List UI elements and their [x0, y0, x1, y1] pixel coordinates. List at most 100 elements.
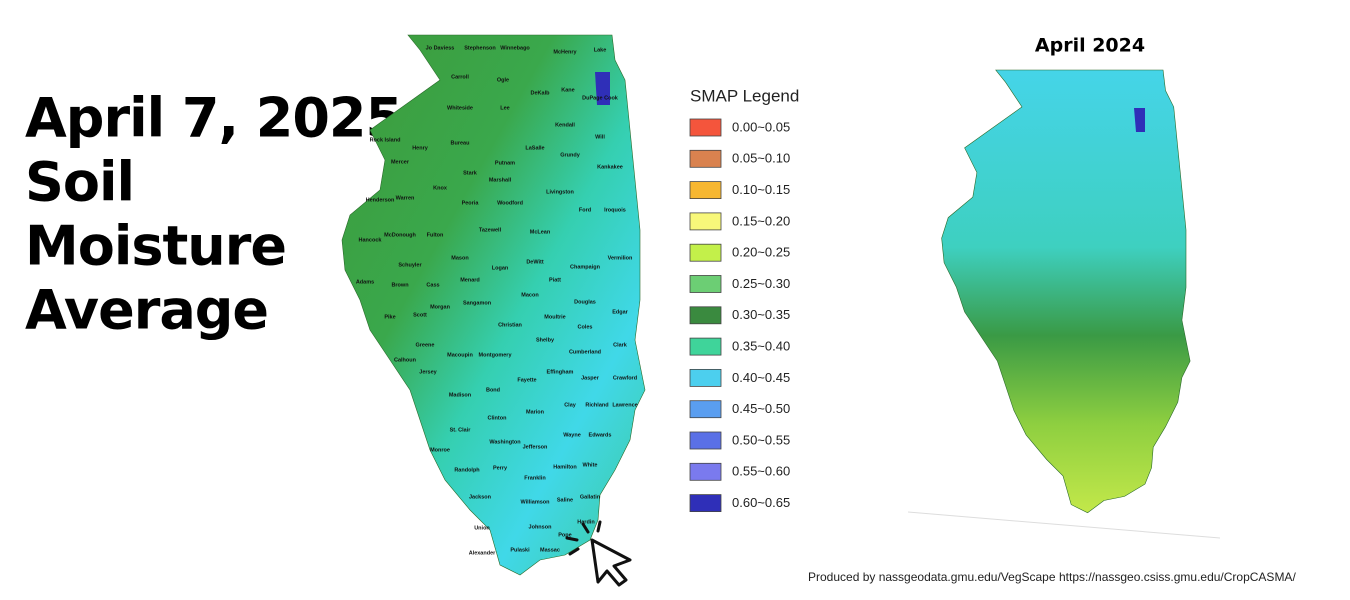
- title-line: Average: [25, 279, 268, 342]
- county-label: Pike: [384, 314, 395, 320]
- county-label: Macon: [521, 292, 539, 298]
- county-label: Stephenson: [464, 45, 496, 51]
- county-label: Hardin: [577, 519, 595, 525]
- county-label: Whiteside: [447, 105, 473, 111]
- county-label: LaSalle: [525, 145, 544, 151]
- county-label: Fayette: [517, 377, 536, 383]
- legend-label: 0.10~0.15: [732, 182, 790, 197]
- right-map: [941, 69, 1191, 514]
- legend: 0.00~0.05 0.05~0.10 0.10~0.15 0.15~0.20 0.20…: [689, 118, 790, 513]
- county-label: Clark: [613, 342, 628, 348]
- county-label: Coles: [578, 324, 593, 330]
- county-label: Jasper: [581, 375, 600, 381]
- county-label: Wayne: [563, 432, 581, 438]
- county-label: Carroll: [451, 74, 469, 80]
- legend-label: 0.50~0.55: [732, 432, 790, 447]
- county-label: Tazewell: [479, 227, 502, 233]
- legend-swatch: [689, 243, 722, 262]
- county-label: St. Clair: [450, 427, 472, 433]
- county-label: Woodford: [497, 200, 523, 206]
- legend-swatch: [689, 462, 722, 481]
- county-label: Grundy: [560, 152, 580, 158]
- divider: [907, 511, 1221, 539]
- county-label: Washington: [489, 439, 521, 445]
- county-label: Greene: [416, 342, 435, 348]
- county-label: Edwards: [589, 432, 612, 438]
- legend-label: 0.60~0.65: [732, 495, 790, 510]
- county-label: Saline: [557, 497, 573, 503]
- title-line: Moisture: [25, 215, 286, 278]
- legend-label: 0.20~0.25: [732, 245, 790, 260]
- county-label: Jersey: [419, 369, 437, 375]
- legend-label: 0.35~0.40: [732, 339, 790, 354]
- county-label: Kane: [561, 87, 574, 93]
- county-label: Bond: [486, 387, 500, 393]
- county-label: Edgar: [612, 309, 628, 315]
- legend-label: 0.25~0.30: [732, 276, 790, 291]
- county-label: Bureau: [451, 140, 470, 146]
- county-label: Hamilton: [553, 464, 577, 470]
- credit: https://nassgeo.csiss.gmu.edu/CropCASMA/: [1059, 570, 1296, 584]
- county-label: Marion: [526, 409, 545, 415]
- legend-swatch: [689, 400, 722, 419]
- county-label: Shelby: [536, 337, 555, 343]
- legend-swatch: [689, 306, 722, 325]
- legend-title: SMAP Legend: [690, 86, 799, 105]
- legend-swatch: [689, 431, 722, 450]
- county-label: Jackson: [469, 494, 492, 500]
- county-label: Adams: [356, 279, 374, 285]
- county-label: Massac: [540, 547, 560, 553]
- county-label: Rock Island: [370, 137, 401, 143]
- county-label: Effingham: [547, 369, 574, 375]
- county-label: Jefferson: [523, 444, 548, 450]
- county-label: Gallatin: [580, 494, 601, 500]
- county-label: Lawrence: [612, 402, 637, 408]
- legend-label: 0.15~0.20: [732, 213, 790, 228]
- county-label: Macoupin: [447, 352, 473, 358]
- legend-label: 0.30~0.35: [732, 307, 790, 322]
- county-label: Madison: [449, 392, 472, 398]
- county-label: Mason: [451, 255, 469, 261]
- county-label: Moultrie: [544, 314, 565, 320]
- county-label: Peoria: [462, 200, 480, 206]
- county-label: Franklin: [524, 475, 546, 481]
- left-map: [341, 34, 646, 576]
- county-label: Warren: [396, 195, 415, 201]
- legend-swatch: [689, 149, 722, 168]
- legend-label: 0.45~0.50: [732, 401, 790, 416]
- county-label: Alexander: [469, 550, 496, 556]
- county-label: Richland: [585, 402, 608, 408]
- legend-label: 0.00~0.05: [732, 119, 790, 134]
- lake-area: [1134, 108, 1145, 132]
- county-label: Knox: [433, 185, 448, 191]
- county-label: Kendall: [555, 122, 575, 128]
- county-label: Livingston: [546, 189, 574, 195]
- county-label: Henderson: [366, 197, 395, 203]
- legend-swatch: [689, 212, 722, 231]
- county-label: McHenry: [553, 49, 577, 55]
- county-label: Crawford: [613, 375, 637, 381]
- legend-swatch: [689, 494, 722, 513]
- county-label: Champaign: [570, 264, 601, 270]
- county-label: Perry: [493, 465, 508, 471]
- county-label: Ogle: [497, 77, 509, 83]
- county-label: Kankakee: [597, 164, 623, 170]
- cursor-icon: [565, 520, 632, 587]
- county-label: Pulaski: [510, 547, 530, 553]
- county-label: Jo Daviess: [426, 45, 455, 51]
- county-label: Sangamon: [463, 300, 492, 306]
- lake-area: [595, 72, 610, 105]
- county-labels: Jo Daviess Stephenson Winnebago McHenry Lake…: [356, 45, 638, 556]
- legend-swatch: [689, 118, 722, 137]
- county-label: Iroquois: [604, 207, 626, 213]
- county-label: Piatt: [549, 277, 561, 283]
- credit: Produced by nassgeodata.gmu.edu/VegScape: [808, 570, 1056, 584]
- county-label: DeWitt: [526, 259, 544, 265]
- county-label: DuPage Cook: [582, 95, 619, 101]
- county-label: Scott: [413, 312, 427, 318]
- county-label: Lake: [594, 47, 607, 53]
- right-map-title: April 2024: [1035, 35, 1145, 57]
